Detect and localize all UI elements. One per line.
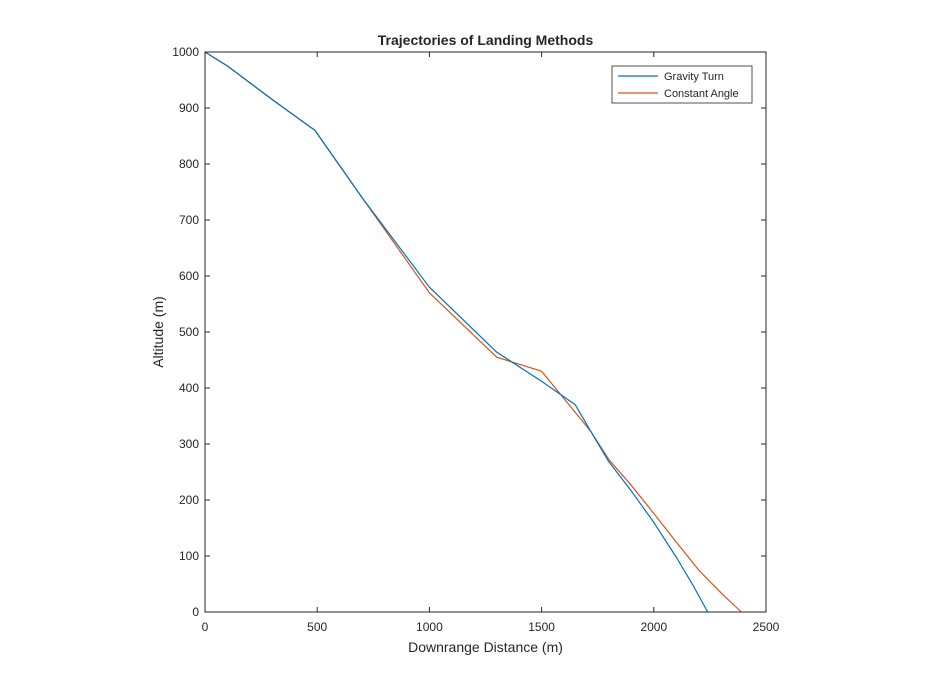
x-tick-label: 2000	[640, 620, 667, 634]
y-tick-label: 0	[192, 605, 199, 619]
y-axis-label: Altitude (m)	[150, 296, 166, 368]
axes-box	[204, 51, 767, 613]
chart-title: Trajectories of Landing Methods	[378, 32, 594, 48]
x-axis-label: Downrange Distance (m)	[408, 639, 563, 655]
legend-label-constant-angle: Constant Angle	[664, 88, 739, 100]
y-tick-label: 700	[179, 213, 199, 227]
series-line-gravity-turn	[204, 51, 709, 613]
legend: Gravity Turn Constant Angle	[611, 65, 753, 104]
x-tick-label: 1000	[416, 620, 443, 634]
y-tick-label: 100	[179, 549, 199, 563]
y-tick-label: 900	[179, 101, 199, 115]
tick-labels: 0 500 1000 1500 2000 2500 0 100 200 300 400 500 600 7…	[172, 45, 779, 634]
y-tick-label: 400	[179, 381, 199, 395]
plot-area	[205, 52, 766, 612]
y-tick-label: 500	[179, 325, 199, 339]
x-tick-label: 0	[202, 620, 209, 634]
y-tick-label: 300	[179, 437, 199, 451]
legend-box	[611, 65, 753, 104]
y-tick-label: 200	[179, 493, 199, 507]
legend-label-gravity-turn: Gravity Turn	[664, 71, 724, 83]
y-tick-label: 800	[179, 157, 199, 171]
y-tick-label: 600	[179, 269, 199, 283]
series-lines	[204, 51, 742, 613]
x-tick-label: 2500	[753, 620, 780, 634]
y-tick-label: 1000	[172, 45, 199, 59]
x-tick-label: 1500	[528, 620, 555, 634]
x-tick-label: 500	[307, 620, 327, 634]
